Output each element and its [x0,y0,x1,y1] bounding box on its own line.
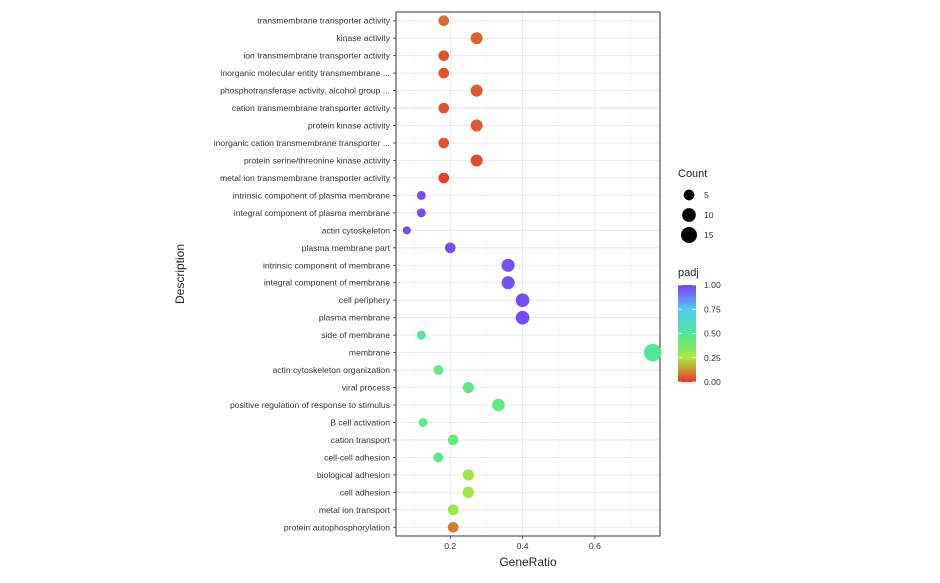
count-legend-title: Count [678,168,707,180]
gridlines [396,12,660,536]
x-tick-label: 0.2 [444,541,456,551]
x-tick-label: 0.4 [517,541,529,551]
y-tick-label: cation transmembrane transporter activit… [232,103,391,113]
padj-legend-label: 0.75 [704,304,721,314]
data-point [515,310,530,325]
y-tick-label: cation transport [331,435,391,445]
y-axis-title: Description [173,244,187,304]
data-point [501,258,515,272]
y-tick-label: viral process [342,383,390,393]
count-legend-key [682,208,696,222]
data-point [501,276,515,290]
count-legend: Count 5 10 15 [678,168,714,243]
data-point [416,330,426,340]
data-point [492,398,505,412]
data-point [470,84,483,97]
count-legend-label: 5 [704,190,709,200]
panel-border [395,11,661,537]
data-point [447,521,459,533]
y-tick-label: integral component of membrane [264,278,390,288]
data-point [438,67,450,79]
y-tick-label: membrane [349,348,390,358]
data-point [402,226,411,235]
count-legend-label: 15 [704,230,714,240]
data-point [438,172,450,184]
data-point [462,381,474,394]
count-legend-label: 10 [704,210,714,220]
data-point [438,50,450,61]
padj-legend-title: padj [678,267,699,279]
y-tick-label: biological adhesion [317,470,390,480]
padj-legend-label: 0.50 [704,329,721,339]
y-tick-label: transmembrane transporter activity [257,16,390,26]
data-point [438,102,450,114]
data-point [515,293,530,308]
data-point [462,486,474,499]
y-tick-label: plasma membrane part [302,243,391,253]
y-tick-label: intrinsic component of plasma membrane [233,190,390,200]
x-tick-label: 0.6 [589,541,601,551]
y-tick-label: protein kinase activity [308,121,391,131]
data-point [416,190,426,200]
y-tick-label: cell periphery [339,295,391,305]
padj-legend-label: 0.25 [704,353,721,363]
y-tick-label: inorganic molecular entity transmembrane… [220,68,390,78]
y-tick-label: plasma membrane [319,313,390,323]
y-tick-label: integral component of plasma membrane [234,208,390,218]
data-point [470,154,483,167]
padj-colorbar [678,285,696,382]
y-tick-label: B cell activation [330,417,390,427]
y-tick-label: protein serine/threonine kinase activity [244,155,391,165]
y-tick-label: cell adhesion [340,487,390,497]
data-point [644,343,662,362]
y-tick-label: inorganic cation transmembrane transport… [214,138,390,148]
y-tick-label: protein autophosphorylation [284,522,390,532]
data-point [444,242,456,254]
panel-background [396,12,660,536]
data-point [447,504,459,516]
x-axis: 0.2 0.4 0.6 [444,536,601,551]
data-point [433,365,444,376]
count-legend-key [681,227,697,243]
y-tick-label: positive regulation of response to stimu… [230,400,390,410]
data-points [402,15,662,533]
data-point [447,434,459,446]
data-point [438,15,450,27]
data-point [433,452,444,463]
y-tick-label: phosphotransferase activity, alcohol gro… [220,86,390,96]
y-tick-label: actin cytoskeleton organization [272,365,390,375]
data-point [462,469,474,481]
y-tick-label: ion transmembrane transporter activity [243,51,390,61]
y-tick-label: cell-cell adhesion [324,452,390,462]
padj-legend-label: 1.00 [704,280,721,290]
y-tick-label: intrinsic component of membrane [263,260,390,270]
data-point [470,32,483,45]
y-tick-label: actin cytoskeleton [322,225,391,235]
padj-legend-label: 0.00 [704,377,721,387]
x-axis-title: GeneRatio [499,555,557,569]
data-point [418,417,428,427]
padj-legend: padj 1.00 0.75 0.50 0.25 0.00 [678,267,721,387]
count-legend-key [683,189,695,201]
y-axis: transmembrane transporter activity kinase… [214,16,396,532]
y-tick-label: kinase activity [337,33,391,43]
data-point [438,137,450,149]
y-tick-label: side of membrane [321,330,390,340]
y-tick-label: metal ion transport [319,505,391,515]
data-point [470,119,483,132]
data-point [416,208,426,218]
y-tick-label: metal ion transmembrane transporter acti… [220,173,391,183]
